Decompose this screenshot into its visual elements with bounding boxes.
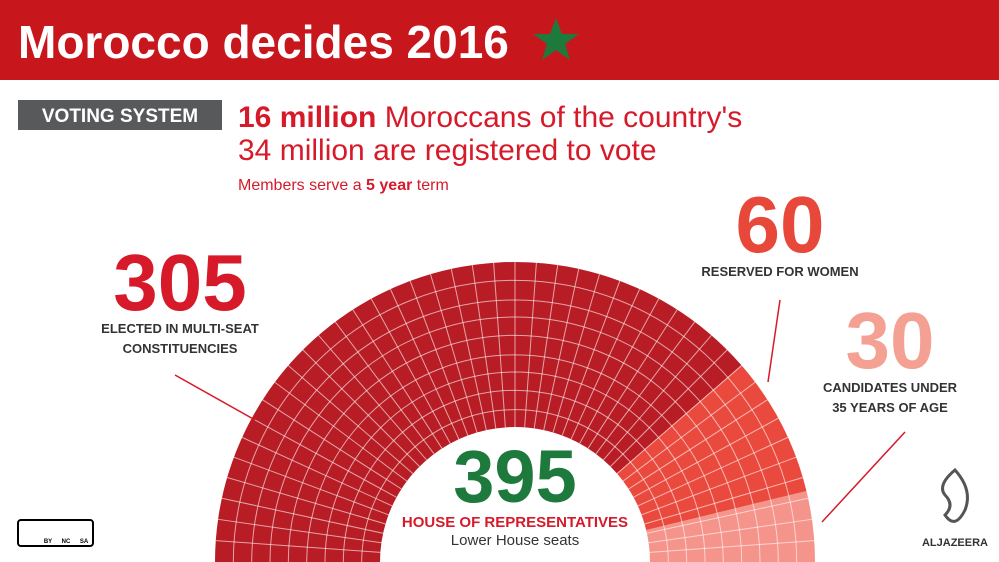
license-badge xyxy=(17,519,94,547)
house-subtitle: Lower House seats xyxy=(451,532,579,549)
seat-divider xyxy=(233,456,389,516)
title: Morocco decides 2016 xyxy=(18,16,509,68)
seat-divider xyxy=(587,309,678,449)
seat-divider xyxy=(302,349,420,467)
seat-divider xyxy=(637,436,789,507)
group-seats: 30 xyxy=(846,296,935,385)
seat-divider xyxy=(287,365,414,474)
seat-divider xyxy=(648,518,813,544)
seat-divider xyxy=(552,274,600,433)
seat-divider xyxy=(217,518,382,544)
leader-line xyxy=(767,299,781,383)
seat-divider xyxy=(389,288,460,440)
term-text: term xyxy=(417,177,449,194)
seat-divider xyxy=(649,540,815,553)
seat-divider xyxy=(221,497,384,534)
tag-box xyxy=(18,100,222,130)
seat-divider xyxy=(274,381,408,482)
term-line: Members serve a 5 year term xyxy=(238,177,449,194)
group-label: 35 YEARS OF AGE xyxy=(832,400,948,415)
logo-mark xyxy=(941,467,969,523)
intro-bold: 34 million xyxy=(238,134,365,167)
seat-divider xyxy=(646,497,809,534)
term-bold: 5 year xyxy=(366,177,412,194)
seat-divider xyxy=(603,334,712,461)
group-label: CANDIDATES UNDER xyxy=(823,380,958,395)
seat-divider xyxy=(370,298,451,444)
intro-line: 34 million are registered to vote xyxy=(238,134,657,167)
seat-divider xyxy=(641,456,797,516)
seat-divider xyxy=(633,417,779,498)
seat-divider xyxy=(533,264,559,429)
seat-divider xyxy=(595,321,696,455)
group-seats: 305 xyxy=(113,238,246,327)
seat-divider xyxy=(318,334,427,461)
seat-divider xyxy=(430,274,478,433)
tag: VOTING SYSTEM xyxy=(42,106,198,127)
leader-line xyxy=(821,431,906,523)
seat-group xyxy=(616,365,807,531)
intro-text: are registered to vote xyxy=(373,134,657,167)
seat-divider xyxy=(215,540,381,553)
leader-line xyxy=(174,374,256,421)
seat-divider xyxy=(524,262,537,428)
total-seats: 395 xyxy=(453,435,576,518)
license-term: BY xyxy=(44,539,52,545)
seat-divider xyxy=(334,321,435,455)
star xyxy=(533,18,579,60)
group-label: ELECTED IN MULTI-SEAT xyxy=(101,321,259,336)
seat-divider xyxy=(628,399,768,490)
brand: ALJAZEERA xyxy=(922,537,988,549)
seat-arc xyxy=(215,261,815,562)
intro-bold: 16 million xyxy=(238,101,376,134)
seat-divider xyxy=(450,268,487,431)
seat-divider xyxy=(543,268,580,431)
seat-divider xyxy=(471,264,497,429)
seat-divider xyxy=(579,298,660,444)
group-seats: 60 xyxy=(736,180,825,269)
seat-divider xyxy=(409,280,469,436)
seat-divider xyxy=(561,280,621,436)
seat-divider xyxy=(251,417,397,498)
license: BY NC SA xyxy=(44,539,89,545)
seat-divider xyxy=(262,399,402,490)
seat-divider xyxy=(610,349,728,467)
house-name: HOUSE OF REPRESENTATIVES xyxy=(402,514,628,531)
term-text: Members serve a xyxy=(238,177,362,194)
license-term: SA xyxy=(80,539,89,545)
title-bar xyxy=(0,0,999,80)
seat-divider xyxy=(493,262,506,428)
group-label: CONSTITUENCIES xyxy=(123,341,238,356)
seat-divider xyxy=(616,365,743,474)
seat-divider xyxy=(622,381,756,482)
seat-divider xyxy=(644,477,803,525)
intro-text: Moroccans of the country's xyxy=(385,101,743,134)
seat-divider xyxy=(352,309,443,449)
seat-divider xyxy=(227,477,386,525)
seat-divider xyxy=(570,288,641,440)
license-term: NC xyxy=(62,539,71,545)
seat-divider xyxy=(241,436,393,507)
brand-logo: ALJAZEERA xyxy=(922,467,988,549)
group-label: RESERVED FOR WOMEN xyxy=(701,264,858,279)
intro-line: 16 million Moroccans of the country's xyxy=(238,101,742,134)
